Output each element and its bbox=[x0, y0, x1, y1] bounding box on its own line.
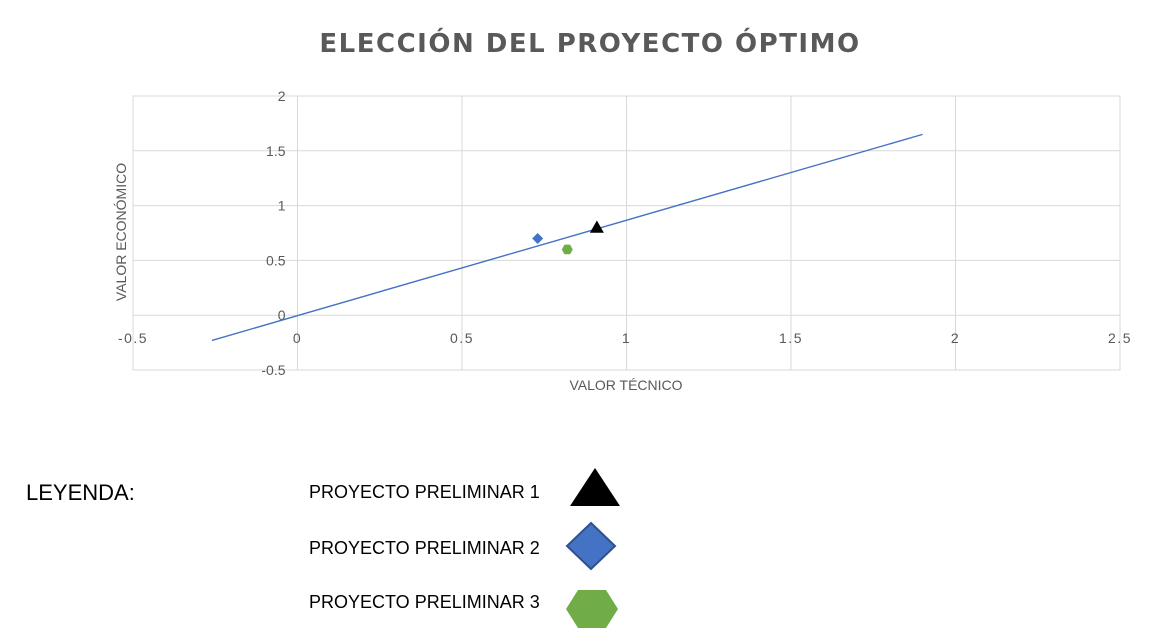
data-point-diamond bbox=[532, 232, 544, 244]
y-tick-label: 0 bbox=[278, 307, 286, 323]
chart-marks bbox=[211, 133, 923, 342]
legend-item-1: PROYECTO PRELIMINAR 1 bbox=[309, 482, 540, 502]
x-tick-label: 2.5 bbox=[1108, 330, 1132, 346]
legend-item-3: PROYECTO PRELIMINAR 3 bbox=[309, 592, 540, 612]
x-tick-label: 0 bbox=[293, 330, 302, 346]
hexagon-icon bbox=[566, 590, 618, 628]
data-point-triangle bbox=[589, 220, 604, 233]
legend-item-2: PROYECTO PRELIMINAR 2 bbox=[309, 538, 540, 558]
y-tick-label: 1.5 bbox=[266, 143, 286, 159]
chart-title: ELECCIÓN DEL PROYECTO ÓPTIMO bbox=[319, 27, 860, 59]
trend-line bbox=[211, 133, 923, 342]
x-tick-label: 1.5 bbox=[779, 330, 803, 346]
x-tick-label: -0.5 bbox=[118, 330, 148, 346]
legend-heading: LEYENDA: bbox=[26, 480, 135, 505]
x-tick-label: 1 bbox=[622, 330, 631, 346]
chart-axes: -0.5 0 0.5 1 1.5 2 2.5 -0.5 0 0.5 1 1.5 2 bbox=[118, 88, 1132, 378]
data-point-hexagon bbox=[561, 244, 573, 255]
x-axis-label: VALOR TÉCNICO bbox=[569, 377, 682, 393]
x-tick-label: 0.5 bbox=[450, 330, 474, 346]
y-tick-label: 1 bbox=[278, 198, 286, 214]
y-tick-label: 2 bbox=[278, 88, 286, 104]
chart-grid bbox=[132, 95, 1121, 371]
y-tick-label: 0.5 bbox=[266, 252, 286, 268]
triangle-icon bbox=[570, 468, 620, 506]
y-axis-label: VALOR ECONÓMICO bbox=[113, 163, 129, 301]
diamond-icon bbox=[565, 521, 617, 571]
x-tick-label: 2 bbox=[951, 330, 960, 346]
y-tick-label: -0.5 bbox=[261, 362, 285, 378]
